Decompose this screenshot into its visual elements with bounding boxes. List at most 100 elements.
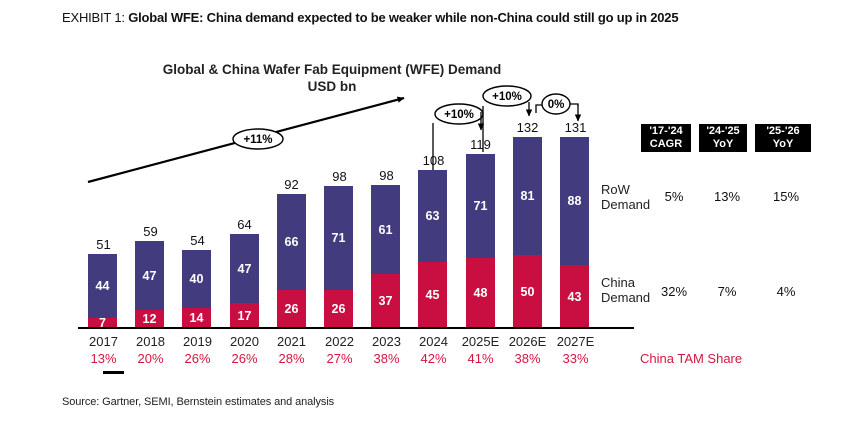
x-tick-2023: 2023: [372, 334, 401, 349]
table-cell-china-yoy2526: 4%: [776, 284, 796, 299]
bar-segment-row-2022: 71: [324, 186, 353, 290]
bar-segment-china-2019: 14: [182, 308, 211, 328]
chart-title: Global & China Wafer Fab Equipment (WFE)…: [112, 61, 552, 95]
bar-segment-china-2027E: 43: [560, 265, 589, 328]
total-label-2021: 92: [284, 177, 299, 192]
bar-segment-china-2017: 7: [88, 316, 117, 330]
total-label-2025E: 119: [470, 137, 491, 152]
total-label-2019: 54: [190, 233, 205, 248]
total-label-2026E: 132: [516, 120, 539, 135]
table-header-yoy-2425: '24-'25 YoY: [699, 124, 747, 152]
row-value-label: 66: [284, 235, 299, 249]
bar-segment-row-2018: 47: [135, 241, 164, 310]
table-cell-row-cagr: 5%: [664, 189, 684, 204]
bar-segment-china-2023: 37: [371, 274, 400, 328]
bar-segment-row-2020: 47: [230, 234, 259, 303]
bar-segment-china-2026E: 50: [513, 255, 542, 328]
exhibit-title: EXHIBIT 1: Global WFE: China demand expe…: [62, 10, 679, 25]
table-header-cagr: '17-'24 CAGR: [641, 124, 691, 152]
x-tick-2024: 2024: [419, 334, 448, 349]
source-line: Source: Gartner, SEMI, Bernstein estimat…: [62, 396, 335, 408]
tam-share-2025E: 41%: [467, 351, 494, 366]
exhibit-headline: Global WFE: China demand expected to be …: [128, 10, 679, 25]
china-value-label: 26: [331, 302, 346, 316]
x-tick-2027E: 2027E: [556, 334, 595, 349]
legend-china-demand: China Demand: [601, 275, 651, 305]
tam-share-2026E: 38%: [514, 351, 541, 366]
china-value-label: 48: [473, 286, 488, 300]
x-tick-2019: 2019: [183, 334, 212, 349]
bar-segment-china-2024: 45: [418, 262, 447, 328]
bar-segment-china-2025E: 48: [466, 258, 495, 328]
tam-share-2017: 13%: [90, 351, 117, 366]
row-value-label: 63: [425, 209, 440, 223]
table-cell-china-yoy2425: 7%: [717, 284, 737, 299]
x-tick-2022: 2022: [325, 334, 354, 349]
china-value-label: 26: [284, 302, 299, 316]
china-value-label: 43: [567, 289, 582, 304]
bar-segment-row-2027E: 88: [560, 137, 589, 265]
total-label-2017: 51: [96, 237, 111, 252]
chart-title-line2: USD bn: [307, 79, 357, 94]
chart-title-line1: Global & China Wafer Fab Equipment (WFE)…: [162, 62, 502, 77]
footnote-dash: [103, 371, 124, 374]
total-label-2018: 59: [143, 224, 158, 239]
row-value-label: 88: [567, 194, 582, 208]
exhibit-label: EXHIBIT 1:: [62, 10, 129, 25]
tam-share-2023: 38%: [373, 351, 400, 366]
row-value-label: 71: [331, 231, 346, 245]
bar-segment-row-2025E: 71: [466, 154, 495, 258]
total-label-2024: 108: [422, 153, 445, 168]
bar-segment-row-2026E: 81: [513, 137, 542, 255]
bar-segment-row-2017: 44: [88, 254, 117, 318]
china-value-label: 45: [425, 288, 440, 302]
row-value-label: 44: [95, 279, 110, 293]
table-cell-row-yoy2526: 15%: [772, 189, 800, 204]
tam-share-2020: 26%: [231, 351, 258, 366]
china-tam-share-label: China TAM Share: [640, 351, 743, 366]
legend-row-demand: RoW Demand: [601, 182, 651, 212]
bar-segment-china-2021: 26: [277, 290, 306, 328]
row-value-label: 61: [378, 222, 393, 237]
x-tick-2026E: 2026E: [508, 334, 547, 349]
row-value-label: 47: [142, 268, 157, 283]
bar-segment-row-2024: 63: [418, 170, 447, 262]
table-cell-row-yoy2425: 13%: [713, 189, 741, 204]
row-value-label: 71: [473, 199, 488, 213]
china-value-label: 17: [237, 308, 252, 323]
total-label-2020: 64: [237, 217, 252, 232]
x-tick-2020: 2020: [230, 334, 259, 349]
table-cell-china-cagr: 32%: [660, 284, 688, 299]
china-value-label: 14: [189, 311, 204, 325]
total-label-2027E: 131: [564, 120, 587, 135]
tam-share-2021: 28%: [278, 351, 305, 366]
tam-share-2018: 20%: [137, 351, 164, 366]
china-value-label: 37: [378, 294, 393, 308]
bar-segment-china-2022: 26: [324, 290, 353, 328]
bar-segment-row-2019: 40: [182, 250, 211, 308]
x-axis-line: [78, 327, 634, 329]
bar-segment-row-2023: 61: [371, 185, 400, 274]
tam-share-2019: 26%: [184, 351, 211, 366]
tam-share-2022: 27%: [326, 351, 353, 366]
total-label-2022: 98: [332, 169, 347, 184]
china-value-label: 50: [520, 284, 535, 299]
china-value-label: 12: [142, 312, 157, 326]
china-value-label: 7: [99, 316, 106, 330]
total-label-2023: 98: [379, 168, 394, 183]
x-tick-2021: 2021: [277, 334, 306, 349]
table-header-yoy-2526: '25-'26 YoY: [755, 124, 811, 152]
x-tick-2017: 2017: [89, 334, 118, 349]
row-value-label: 40: [189, 272, 204, 286]
row-value-label: 81: [520, 189, 535, 203]
bar-segment-row-2021: 66: [277, 194, 306, 290]
bar-segment-china-2020: 17: [230, 303, 259, 328]
tam-share-2024: 42%: [420, 351, 447, 366]
x-tick-2018: 2018: [136, 334, 165, 349]
x-tick-2025E: 2025E: [461, 334, 500, 349]
tam-share-2027E: 33%: [562, 351, 589, 366]
bar-segment-china-2018: 12: [135, 310, 164, 328]
row-value-label: 47: [237, 261, 252, 276]
